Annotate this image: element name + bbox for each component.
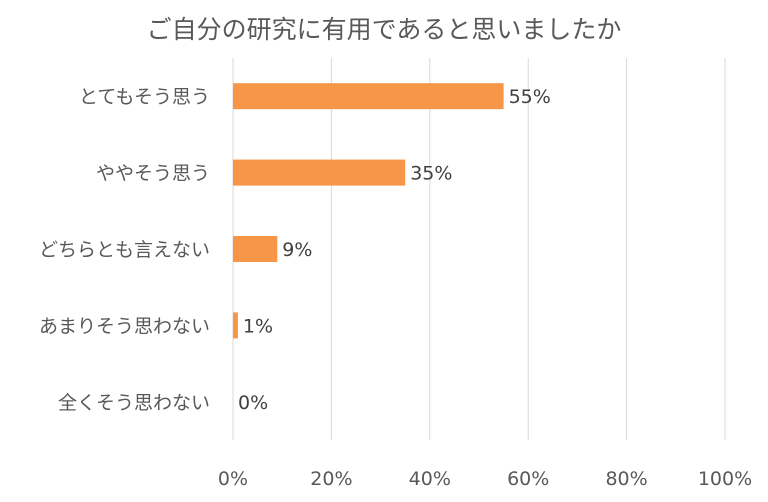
bar	[233, 236, 278, 262]
x-tick-label: 60%	[507, 468, 549, 490]
bar	[233, 312, 238, 339]
chart-title: ご自分の研究に有用であると思いましたか	[147, 15, 622, 44]
data-label: 1%	[243, 315, 273, 337]
bar	[233, 83, 504, 110]
x-tick-label: 80%	[605, 468, 647, 490]
x-tick-label: 40%	[409, 468, 451, 490]
x-tick-label: 100%	[698, 468, 752, 490]
category-label: あまりそう思わない	[39, 315, 210, 337]
bar	[233, 159, 406, 186]
data-label: 55%	[509, 86, 551, 108]
x-axis-tick-labels: 0% 20% 40% 60% 80% 100%	[218, 468, 752, 490]
x-tick-label: 20%	[310, 468, 352, 490]
category-label: とてもそう思う	[79, 86, 210, 108]
bars	[233, 83, 504, 339]
gridlines	[232, 58, 726, 440]
category-label: ややそう思う	[96, 163, 210, 185]
category-label: 全くそう思わない	[58, 392, 210, 414]
category-label: どちらとも言えない	[39, 239, 210, 261]
x-tick-label: 0%	[218, 468, 248, 490]
data-label: 35%	[410, 163, 452, 185]
data-label: 9%	[282, 239, 312, 261]
data-label: 0%	[238, 392, 268, 414]
data-labels: 55% 35% 9% 1% 0%	[238, 86, 551, 414]
